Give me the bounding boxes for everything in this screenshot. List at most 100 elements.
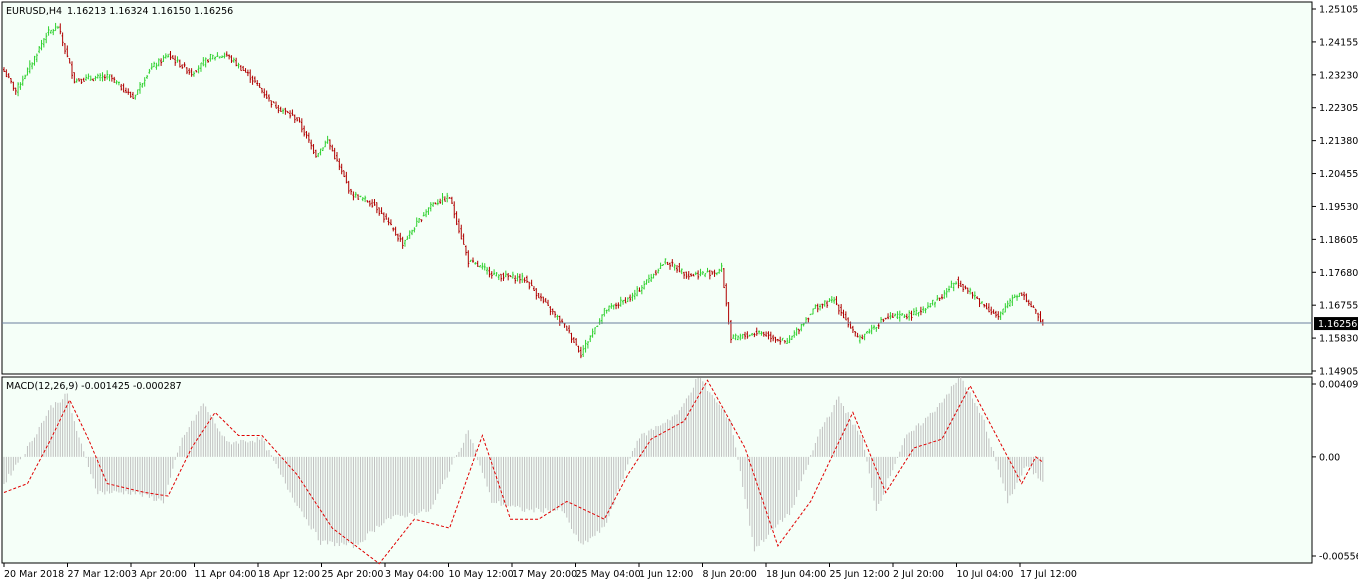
- price-bar: [300, 118, 303, 133]
- price-bar: [943, 290, 946, 299]
- price-bar: [385, 213, 388, 220]
- macd-axis: 0.004094 0.00 -0.005569: [1312, 380, 1358, 563]
- price-bar: [889, 312, 892, 320]
- price-bar: [755, 327, 758, 336]
- price-bar: [80, 78, 83, 85]
- price-bar: [359, 195, 362, 198]
- price-bar: [936, 295, 939, 301]
- price-bar: [368, 200, 371, 207]
- price-bar: [713, 269, 716, 277]
- price-bar: [49, 29, 52, 34]
- price-bar: [990, 306, 993, 315]
- price-bar: [502, 272, 505, 281]
- price-bar: [973, 291, 976, 300]
- time-tick-label: 10 Jul 04:00: [957, 569, 1014, 580]
- price-bar: [392, 227, 395, 232]
- price-bar: [854, 331, 857, 337]
- price-bar: [800, 323, 803, 332]
- price-bar: [915, 307, 918, 316]
- price-bar: [127, 88, 130, 95]
- price-bar: [17, 82, 20, 97]
- price-bar: [774, 336, 777, 343]
- price-bar: [103, 74, 106, 81]
- price-bar: [197, 65, 200, 74]
- price-bar: [401, 236, 404, 249]
- price-bar: [169, 50, 172, 60]
- price-tick-label: 1.15830: [1319, 334, 1358, 345]
- price-bar: [361, 197, 364, 202]
- price-bar: [887, 313, 890, 320]
- price-bar: [429, 202, 432, 212]
- price-bar: [795, 327, 798, 336]
- price-bar: [514, 275, 517, 284]
- price-bar: [551, 308, 554, 315]
- price-bar: [941, 294, 943, 300]
- price-bar: [21, 75, 24, 86]
- price-bar: [786, 337, 789, 344]
- price-bar: [399, 232, 402, 242]
- time-tick-label: 18 Apr 12:00: [258, 569, 320, 580]
- price-bar: [962, 283, 965, 292]
- price-bar: [687, 271, 690, 280]
- price-bar: [797, 328, 800, 335]
- price-bar: [239, 65, 242, 72]
- macd-tick-label: 0.004094: [1319, 380, 1358, 391]
- price-bar: [469, 259, 472, 262]
- price-bar: [141, 82, 144, 88]
- price-panel[interactable]: [1, 1, 1313, 375]
- price-bar: [483, 263, 486, 271]
- price-bar: [816, 303, 819, 313]
- price-bar: [992, 309, 995, 314]
- price-bar: [350, 188, 353, 195]
- price-bar: [739, 333, 742, 341]
- price-bar: [823, 300, 826, 307]
- price-bar: [561, 318, 564, 324]
- price-bar: [143, 77, 146, 87]
- price-bar: [1009, 298, 1012, 307]
- price-bar: [971, 291, 974, 299]
- price-bar: [40, 39, 43, 51]
- price-bar: [221, 55, 224, 58]
- time-tick-label: 17 Jul 12:00: [1020, 569, 1077, 580]
- price-bar: [1034, 308, 1037, 314]
- price-bar: [976, 296, 979, 299]
- price-bar: [1020, 292, 1023, 297]
- price-bar: [73, 72, 76, 84]
- price-bar: [256, 80, 259, 86]
- price-bar: [814, 304, 817, 310]
- price-bar: [910, 310, 913, 321]
- price-bar: [228, 54, 231, 60]
- price-bar: [626, 297, 629, 303]
- price-bar: [987, 303, 990, 313]
- price-bar: [418, 217, 421, 223]
- price-bar: [387, 217, 390, 226]
- price-bar: [305, 131, 308, 139]
- price-bar: [282, 108, 285, 114]
- price-bar: [406, 235, 409, 240]
- price-bar: [664, 258, 667, 265]
- price-bar: [821, 303, 824, 309]
- price-bar: [837, 304, 840, 315]
- price-bar: [917, 311, 920, 317]
- price-bar: [490, 271, 493, 279]
- price-bar: [762, 331, 765, 337]
- price-bar: [1013, 294, 1016, 299]
- price-bar: [809, 313, 812, 316]
- price-bar: [92, 78, 95, 82]
- price-bar: [547, 299, 550, 306]
- price-bar: [265, 90, 268, 99]
- price-bar: [605, 309, 608, 314]
- macd-panel[interactable]: [1, 376, 1313, 564]
- price-bar: [779, 336, 782, 345]
- price-bar: [345, 171, 348, 184]
- price-bar: [425, 209, 428, 218]
- price-bar: [61, 32, 64, 47]
- price-tick-label: 1.20455: [1319, 169, 1358, 180]
- price-bar: [997, 311, 1000, 320]
- price-bar: [504, 270, 507, 278]
- price-bar: [950, 280, 953, 288]
- time-tick-label: 2 Jul 20:00: [893, 569, 944, 580]
- price-bar: [199, 62, 202, 72]
- price-bar: [593, 327, 596, 335]
- price-bar: [71, 61, 74, 79]
